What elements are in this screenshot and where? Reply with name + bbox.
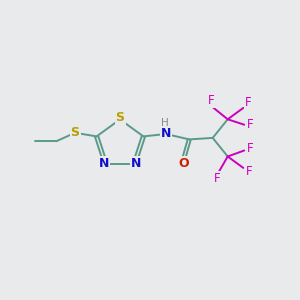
Text: F: F — [245, 96, 251, 109]
Text: S: S — [70, 126, 80, 139]
Text: F: F — [246, 165, 253, 178]
Text: S: S — [116, 111, 124, 124]
Text: O: O — [178, 157, 189, 170]
Text: F: F — [214, 172, 220, 184]
Text: N: N — [131, 158, 141, 170]
Text: F: F — [247, 118, 253, 131]
Text: F: F — [208, 94, 214, 107]
Text: F: F — [247, 142, 253, 155]
Text: H: H — [161, 118, 169, 128]
Text: N: N — [161, 128, 171, 140]
Text: N: N — [99, 158, 109, 170]
